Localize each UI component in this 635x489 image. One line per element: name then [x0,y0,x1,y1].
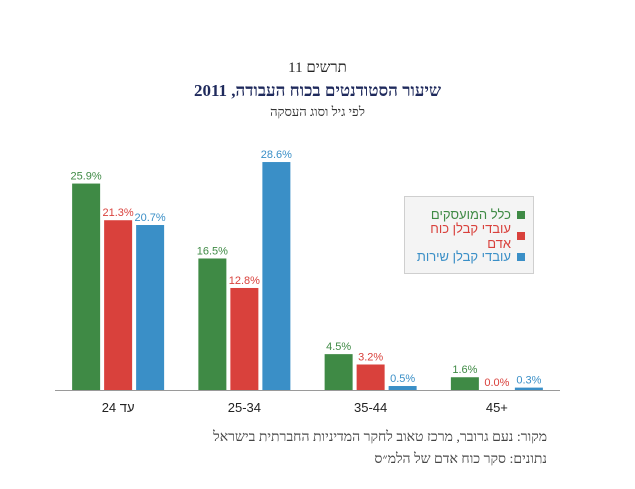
bar-1-2 [104,220,133,390]
chart-subtitle: לפי גיל וסוג העסקה [270,104,365,119]
legend-label: כלל המועסקים [430,207,511,222]
legend-swatch [517,210,525,219]
legend-item: עובדי קבלן שירות [405,246,525,267]
bar-1-1 [72,183,101,390]
chart-title: שיעור הסטודנטים בכוח העבודה, 2011 [193,81,442,100]
bar-3-1 [324,354,353,390]
data-label: 16.5% [197,245,228,257]
legend-item: כלל המועסקים [405,204,525,225]
bar-3-2 [356,364,385,390]
chart-legend: כלל המועסקים עובדי קבלן כוח אדם עובדי קבלן… [404,196,534,274]
x-tick-label: 35-44 [354,400,387,415]
legend-swatch [517,231,525,240]
bar-4-3 [514,387,543,390]
legend-swatch [517,252,525,261]
x-tick-label: עד 24 [102,400,135,415]
legend-label: עובדי קבלן שירות [416,249,511,264]
data-source-line: נתונים: סקר כוח אדם של הלמ״ס [374,452,547,467]
bar-1-3 [136,225,165,390]
data-label: 0.3% [516,375,541,387]
data-label: 4.5% [326,341,351,353]
bar-3-3 [388,386,417,390]
bar-2-3 [262,162,291,390]
x-tick-label: 45+ [486,400,508,415]
data-label: 20.7% [135,212,166,224]
bar-2-1 [198,258,227,390]
data-label: 1.6% [452,364,477,376]
data-label: 28.6% [261,149,292,161]
figure-label: תרשים 11 [288,60,347,76]
data-label: 0.0% [484,377,509,389]
legend-item: עובדי קבלן כוח אדם [405,221,525,251]
bar-4-1 [450,377,479,390]
data-label: 21.3% [103,207,134,219]
legend-label: עובדי קבלן כוח אדם [430,220,511,251]
data-label: 12.8% [229,275,260,287]
data-label: 0.5% [390,373,415,385]
bar-2-2 [230,287,259,390]
source-line: מקור: נעם גרובר, מרכז טאוב לחקר המדיניות… [213,430,547,445]
data-label: 3.2% [358,351,383,363]
x-tick-label: 25-34 [228,400,261,415]
data-label: 25.9% [71,171,102,183]
